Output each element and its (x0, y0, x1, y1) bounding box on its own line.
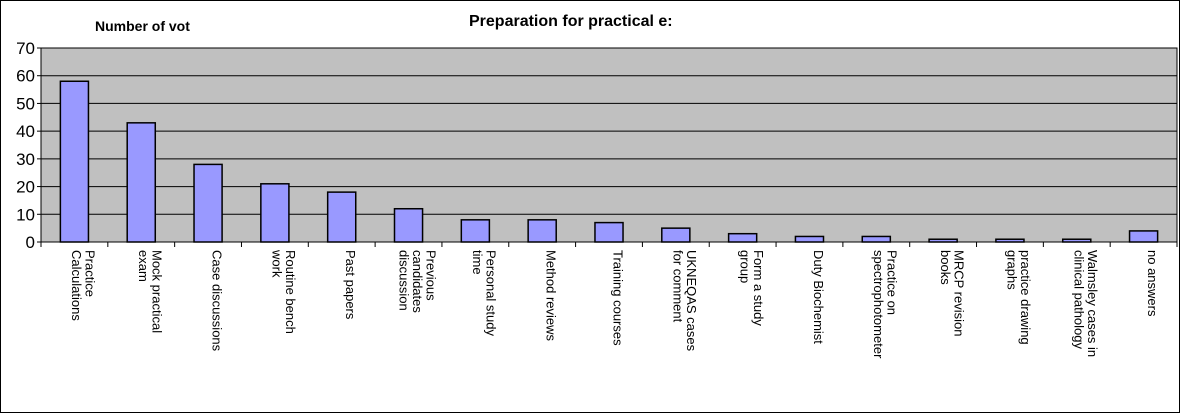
bar (260, 183, 290, 243)
bar (460, 219, 491, 243)
x-tick-label-line: no answers (1145, 250, 1160, 317)
x-tick-label-line: UKNEQAS cases (684, 250, 699, 352)
y-tick-label: 70 (16, 39, 35, 58)
y-tick-label: 20 (16, 178, 35, 197)
x-tick-label: Training courses (611, 250, 626, 346)
bar (326, 191, 357, 243)
x-tick-label-line: practice drawing (1018, 250, 1033, 345)
bars (59, 80, 1159, 243)
bar (661, 227, 691, 243)
y-tick-label: 10 (16, 205, 35, 224)
x-tick-label-line: exam (136, 250, 151, 282)
bar (193, 163, 223, 243)
x-tick-label-line: spectrophotometer (871, 250, 886, 359)
x-tick-label-line: Practice (83, 250, 98, 297)
y-tick-labels: 0 10 20 30 40 50 60 70 (16, 39, 35, 252)
bar (1128, 230, 1159, 243)
x-tick-label-line: MRCP revision (951, 250, 966, 336)
x-tick-label-line: Previous (424, 250, 439, 301)
y-tick-label: 30 (16, 150, 35, 169)
x-tick-label-line: Calculations (69, 250, 84, 321)
gridlines (41, 75, 1177, 215)
bar (126, 122, 157, 243)
x-tick-label-line: clinical pathology (1072, 250, 1087, 350)
x-tick-label-line: candidates (410, 250, 425, 313)
x-tick-label-line: group (737, 250, 752, 283)
x-tick-label-line: discussion (397, 250, 412, 311)
x-tick-label-line: time (470, 250, 485, 275)
y-tick-label: 40 (16, 122, 35, 141)
x-tick-label-line: books (938, 250, 953, 285)
x-tick-label-line: graphs (1005, 250, 1020, 290)
y-tick-label: 0 (26, 233, 35, 252)
x-tick-label-line: Duty Biochemist (811, 250, 826, 344)
x-tick-label-line: Walmsley cases in (1085, 250, 1100, 357)
bar (594, 221, 624, 243)
x-tick-label: Duty Biochemist (811, 250, 826, 344)
x-tick-label: Past papers (343, 250, 358, 320)
bar (393, 207, 424, 243)
x-tick-label-line: for comment (671, 250, 686, 323)
x-tick-label: no answers (1145, 250, 1160, 317)
y-tick-label: 50 (16, 94, 35, 113)
x-tick-label-line: work (270, 249, 285, 278)
x-tick-label: Method reviews (544, 250, 559, 342)
y-tick-label: 60 (16, 67, 35, 86)
x-tick-label-line: Method reviews (544, 250, 559, 342)
axes (37, 47, 1178, 247)
x-tick-label-line: Routine bench (283, 250, 298, 334)
x-tick-label-line: Case discussions (210, 250, 225, 352)
x-tick-label-line: Training courses (611, 250, 626, 346)
x-tick-label-line: Practice on (885, 250, 900, 315)
x-tick-label-line: Form a study (751, 250, 766, 326)
x-tick-label-line: Personal study (484, 250, 499, 336)
x-tick-label-line: Mock practical (149, 250, 164, 333)
y-axis-label: Number of vot (95, 18, 190, 34)
bar (794, 235, 825, 243)
plot-area (40, 47, 1178, 243)
x-tick-label-line: Past papers (343, 250, 358, 320)
chart-title: Preparation for practical e: (469, 13, 673, 30)
bar (861, 235, 892, 243)
x-tick-label: Case discussions (210, 250, 225, 352)
bar (727, 232, 758, 243)
bar (59, 80, 90, 243)
bar (527, 219, 557, 243)
